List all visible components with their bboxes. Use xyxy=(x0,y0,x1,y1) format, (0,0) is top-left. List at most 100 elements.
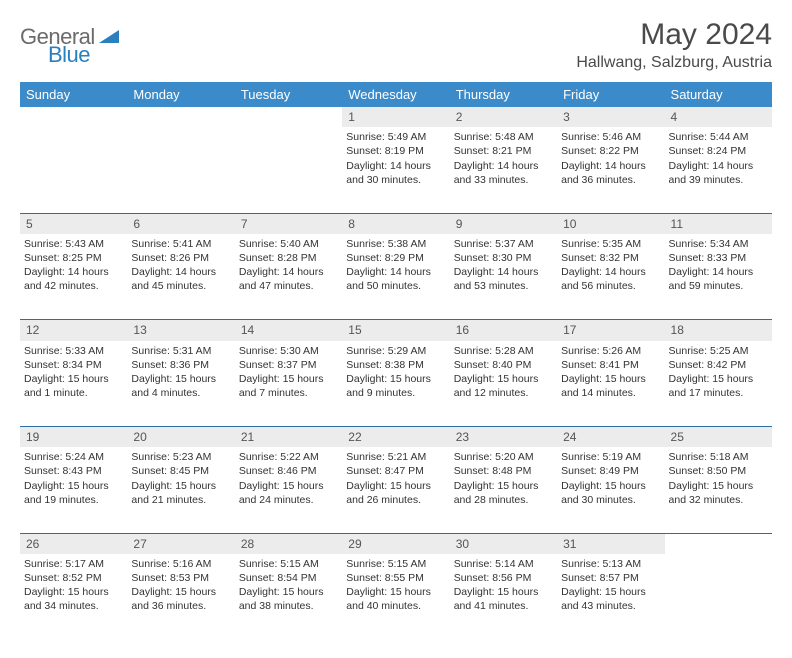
day-cell: Sunrise: 5:24 AMSunset: 8:43 PMDaylight:… xyxy=(20,447,127,533)
month-title: May 2024 xyxy=(576,18,772,52)
daylight-text-2: and 24 minutes. xyxy=(239,493,338,507)
daylight-text-2: and 19 minutes. xyxy=(24,493,123,507)
sunrise-text: Sunrise: 5:14 AM xyxy=(454,557,553,571)
day-cell: Sunrise: 5:30 AMSunset: 8:37 PMDaylight:… xyxy=(235,341,342,427)
day-cell: Sunrise: 5:18 AMSunset: 8:50 PMDaylight:… xyxy=(665,447,772,533)
col-sat: Saturday xyxy=(665,82,772,107)
daylight-text-1: Daylight: 14 hours xyxy=(239,265,338,279)
sunset-text: Sunset: 8:33 PM xyxy=(669,251,768,265)
sunset-text: Sunset: 8:55 PM xyxy=(346,571,445,585)
daylight-text-2: and 12 minutes. xyxy=(454,386,553,400)
calendar-header-row: Sunday Monday Tuesday Wednesday Thursday… xyxy=(20,82,772,107)
sunrise-text: Sunrise: 5:24 AM xyxy=(24,450,123,464)
day-cell: Sunrise: 5:46 AMSunset: 8:22 PMDaylight:… xyxy=(557,127,664,213)
calendar-body: 1234 Sunrise: 5:49 AMSunset: 8:19 PM Dayli… xyxy=(20,107,772,640)
sunset-text: Sunset: 8:38 PM xyxy=(346,358,445,372)
daylight-text-2: and 39 minutes. xyxy=(669,173,768,187)
sunset-text: Sunset: 8:28 PM xyxy=(239,251,338,265)
logo-triangle-icon xyxy=(99,27,119,48)
daylight-text-1: Daylight: 15 hours xyxy=(669,479,768,493)
sunrise-text: Sunrise: 5:22 AM xyxy=(239,450,338,464)
day-cell: Sunrise: 5:15 AMSunset: 8:55 PMDaylight:… xyxy=(342,554,449,640)
day-cell: Sunrise: 5:22 AMSunset: 8:46 PMDaylight:… xyxy=(235,447,342,533)
sunset-text: Sunset: 8:54 PM xyxy=(239,571,338,585)
sunrise-text: Sunrise: 5:31 AM xyxy=(131,344,230,358)
week-row: Sunrise: 5:24 AMSunset: 8:43 PM Daylight:… xyxy=(20,447,772,533)
day-cell: Sunrise: 5:19 AMSunset: 8:49 PMDaylight:… xyxy=(557,447,664,533)
day-number xyxy=(235,107,342,127)
sunset-text: Sunset: 8:37 PM xyxy=(239,358,338,372)
daylight-text-1: Daylight: 15 hours xyxy=(24,372,123,386)
sunset-text: Sunset: 8:56 PM xyxy=(454,571,553,585)
daylight-text-1: Daylight: 14 hours xyxy=(24,265,123,279)
day-number: 17 xyxy=(557,320,664,341)
sunrise-text: Sunrise: 5:49 AM xyxy=(346,130,445,144)
col-sun: Sunday xyxy=(20,82,127,107)
sunset-text: Sunset: 8:45 PM xyxy=(131,464,230,478)
sunset-text: Sunset: 8:43 PM xyxy=(24,464,123,478)
day-cell: Sunrise: 5:31 AMSunset: 8:36 PMDaylight:… xyxy=(127,341,234,427)
daylight-text-2: and 28 minutes. xyxy=(454,493,553,507)
day-cell: Sunrise: 5:16 AMSunset: 8:53 PMDaylight:… xyxy=(127,554,234,640)
day-number: 3 xyxy=(557,107,664,127)
day-number: 19 xyxy=(20,427,127,448)
sunrise-text: Sunrise: 5:38 AM xyxy=(346,237,445,251)
daylight-text-1: Daylight: 15 hours xyxy=(561,479,660,493)
daylight-text-2: and 43 minutes. xyxy=(561,599,660,613)
day-number: 15 xyxy=(342,320,449,341)
day-number: 29 xyxy=(342,533,449,554)
day-number: 4 xyxy=(665,107,772,127)
day-cell: Sunrise: 5:34 AMSunset: 8:33 PMDaylight:… xyxy=(665,234,772,320)
day-cell: Sunrise: 5:41 AMSunset: 8:26 PMDaylight:… xyxy=(127,234,234,320)
day-number: 2 xyxy=(450,107,557,127)
sunrise-text: Sunrise: 5:33 AM xyxy=(24,344,123,358)
sunset-text: Sunset: 8:29 PM xyxy=(346,251,445,265)
col-thu: Thursday xyxy=(450,82,557,107)
daylight-text-2: and 33 minutes. xyxy=(454,173,553,187)
daylight-text-2: and 14 minutes. xyxy=(561,386,660,400)
daylight-text-1: Daylight: 14 hours xyxy=(561,265,660,279)
day-number xyxy=(665,533,772,554)
daylight-text-2: and 53 minutes. xyxy=(454,279,553,293)
sunrise-text: Sunrise: 5:43 AM xyxy=(24,237,123,251)
sunset-text: Sunset: 8:26 PM xyxy=(131,251,230,265)
daylight-text-2: and 59 minutes. xyxy=(669,279,768,293)
sunrise-text: Sunrise: 5:29 AM xyxy=(346,344,445,358)
sunset-text: Sunset: 8:19 PM xyxy=(346,144,445,158)
daynum-row: 1234 xyxy=(20,107,772,127)
logo-text-2: Blue xyxy=(48,42,90,67)
day-cell: Sunrise: 5:35 AMSunset: 8:32 PMDaylight:… xyxy=(557,234,664,320)
day-number: 27 xyxy=(127,533,234,554)
daylight-text-2: and 30 minutes. xyxy=(561,493,660,507)
day-number: 30 xyxy=(450,533,557,554)
day-number: 28 xyxy=(235,533,342,554)
day-cell xyxy=(20,127,127,213)
daylight-text-1: Daylight: 15 hours xyxy=(669,372,768,386)
day-number: 8 xyxy=(342,213,449,234)
sunset-text: Sunset: 8:50 PM xyxy=(669,464,768,478)
sunrise-text: Sunrise: 5:44 AM xyxy=(669,130,768,144)
daylight-text-2: and 36 minutes. xyxy=(131,599,230,613)
daylight-text-1: Daylight: 15 hours xyxy=(239,585,338,599)
calendar-table: Sunday Monday Tuesday Wednesday Thursday… xyxy=(20,82,772,640)
day-cell: Sunrise: 5:28 AMSunset: 8:40 PMDaylight:… xyxy=(450,341,557,427)
daylight-text-2: and 1 minute. xyxy=(24,386,123,400)
daylight-text-2: and 56 minutes. xyxy=(561,279,660,293)
day-cell xyxy=(127,127,234,213)
daylight-text-2: and 9 minutes. xyxy=(346,386,445,400)
daylight-text-2: and 32 minutes. xyxy=(669,493,768,507)
sunrise-text: Sunrise: 5:25 AM xyxy=(669,344,768,358)
sunset-text: Sunset: 8:21 PM xyxy=(454,144,553,158)
day-number: 14 xyxy=(235,320,342,341)
day-number: 11 xyxy=(665,213,772,234)
daylight-text-2: and 30 minutes. xyxy=(346,173,445,187)
day-cell: Sunrise: 5:48 AMSunset: 8:21 PMDaylight:… xyxy=(450,127,557,213)
daylight-text-1: Daylight: 15 hours xyxy=(239,372,338,386)
sunset-text: Sunset: 8:40 PM xyxy=(454,358,553,372)
daylight-text-1: Daylight: 15 hours xyxy=(561,372,660,386)
day-number: 25 xyxy=(665,427,772,448)
daylight-text-1: Daylight: 15 hours xyxy=(454,372,553,386)
sunrise-text: Sunrise: 5:13 AM xyxy=(561,557,660,571)
daylight-text-1: Daylight: 15 hours xyxy=(346,372,445,386)
day-number: 9 xyxy=(450,213,557,234)
